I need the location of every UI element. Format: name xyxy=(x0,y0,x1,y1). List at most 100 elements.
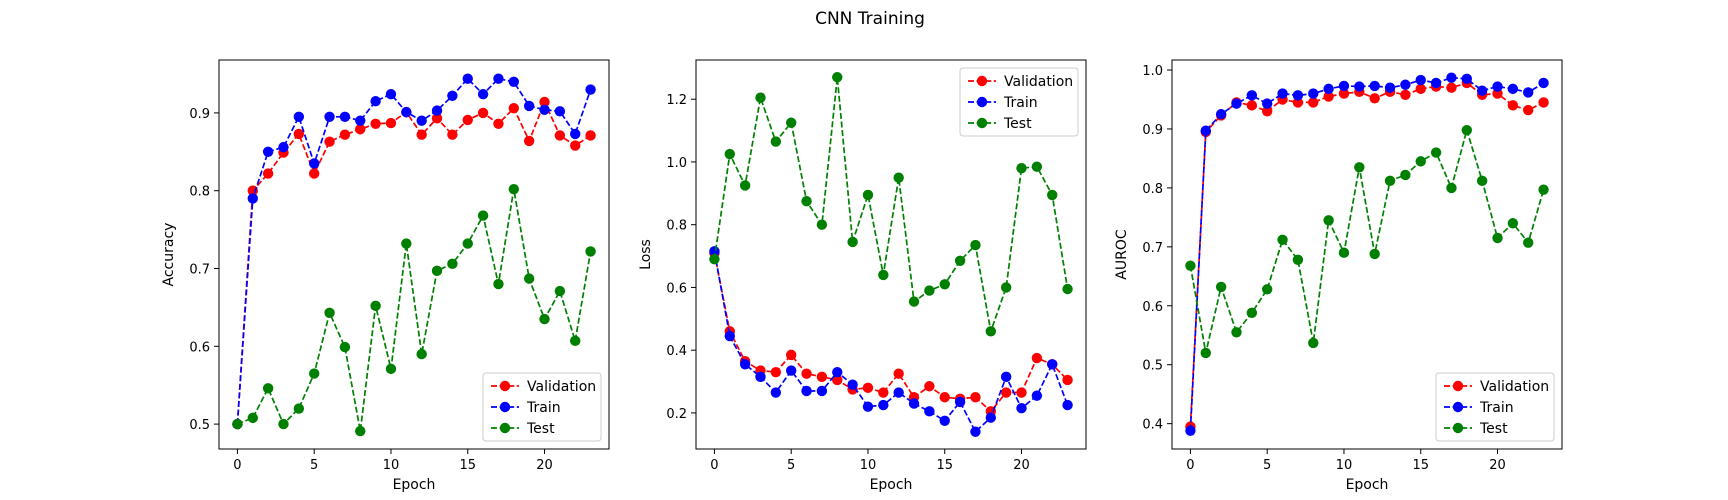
legend-marker xyxy=(976,117,988,129)
data-point xyxy=(1492,232,1503,244)
data-point xyxy=(585,246,596,257)
data-point xyxy=(1369,248,1380,260)
data-point xyxy=(1231,327,1242,338)
y-tick-label: 0.7 xyxy=(1142,241,1163,256)
data-point xyxy=(1000,371,1012,383)
data-point xyxy=(355,425,366,437)
data-point xyxy=(554,106,566,117)
y-tick-label: 0.6 xyxy=(666,281,687,296)
data-point xyxy=(355,124,366,135)
data-point xyxy=(1446,182,1457,194)
legend-item-test: Test xyxy=(968,116,1032,132)
data-point xyxy=(416,129,427,140)
data-point xyxy=(278,141,289,153)
data-point xyxy=(1215,281,1227,293)
legend-item-train: Train xyxy=(491,400,561,416)
x-tick-label: 5 xyxy=(310,458,318,473)
data-point xyxy=(1261,284,1273,295)
data-point xyxy=(1461,124,1473,136)
data-point xyxy=(1338,247,1350,258)
data-point xyxy=(1507,83,1519,95)
x-tick-label: 0 xyxy=(1186,458,1194,473)
data-point xyxy=(293,111,305,122)
subplot-1: 0 5 10 15 20 0.5 0.6 0.7 0.8 0.9 Epoch Accuracy Vali… xyxy=(161,59,610,493)
legend-label: Test xyxy=(1479,421,1508,437)
legend-marker xyxy=(1452,401,1464,413)
data-point xyxy=(1354,81,1365,92)
legend-item-validation: Validation xyxy=(968,74,1073,90)
y-axis-label: AUROC xyxy=(1114,229,1130,280)
legend-box xyxy=(482,372,602,442)
data-point xyxy=(1261,106,1273,117)
axes-frame xyxy=(218,59,610,450)
data-point xyxy=(447,129,458,140)
y-tick-label: 0.9 xyxy=(1142,123,1163,138)
data-point xyxy=(477,89,489,100)
data-point xyxy=(431,265,443,277)
data-point xyxy=(1016,163,1027,174)
data-point xyxy=(1507,100,1519,111)
x-tick-label: 20 xyxy=(1489,458,1506,473)
x-tick-label: 20 xyxy=(536,458,553,473)
legend-item-validation: Validation xyxy=(1444,379,1549,395)
data-point xyxy=(416,348,427,360)
data-point xyxy=(816,219,828,230)
data-point xyxy=(1523,104,1534,116)
data-point xyxy=(893,368,904,379)
y-tick-label: 0.6 xyxy=(189,340,210,355)
legend-label: Test xyxy=(526,421,555,437)
data-point xyxy=(1415,156,1426,167)
x-tick-label: 15 xyxy=(459,458,476,473)
data-point xyxy=(539,313,550,325)
data-point xyxy=(801,385,812,397)
data-point xyxy=(908,296,920,307)
data-point xyxy=(447,90,458,101)
data-point xyxy=(1292,254,1304,266)
legend-item-test: Test xyxy=(1444,421,1508,437)
y-tick-label: 0.6 xyxy=(1142,300,1163,315)
data-point xyxy=(539,104,550,115)
data-point xyxy=(477,210,489,221)
data-point xyxy=(247,193,258,204)
data-point xyxy=(1246,100,1258,111)
legend-box xyxy=(1435,372,1555,442)
data-point xyxy=(832,374,843,386)
legend-marker xyxy=(976,96,988,108)
data-point xyxy=(401,238,412,249)
legend-item-test: Test xyxy=(491,421,555,437)
data-point xyxy=(1215,109,1227,120)
data-point xyxy=(985,326,997,337)
y-tick-label: 0.2 xyxy=(666,407,687,422)
subplot-2: 0 5 10 15 20 0.2 0.4 0.6 0.8 1.0 1.2 Epoch Loss Valid… xyxy=(638,59,1087,493)
data-point xyxy=(785,117,797,128)
legend-label: Train xyxy=(1003,95,1038,111)
data-point xyxy=(1523,237,1534,248)
data-point xyxy=(401,106,412,118)
data-point xyxy=(939,392,950,403)
data-point xyxy=(493,118,504,129)
data-point xyxy=(739,359,751,370)
data-point xyxy=(339,129,351,140)
y-tick-label: 0.8 xyxy=(1142,182,1163,197)
data-point xyxy=(477,107,489,119)
data-point xyxy=(278,418,289,430)
legend: Validation Train Test xyxy=(1435,372,1555,442)
data-point xyxy=(770,387,782,398)
legend: Validation Train Test xyxy=(959,67,1079,137)
y-tick-label: 1.0 xyxy=(666,156,687,171)
series-line xyxy=(713,77,1069,335)
legend-marker xyxy=(1452,380,1464,392)
data-point xyxy=(1185,260,1196,271)
data-point xyxy=(878,399,889,411)
data-point xyxy=(508,103,520,114)
data-point xyxy=(1400,89,1411,100)
legend-marker xyxy=(499,380,511,392)
data-point xyxy=(324,111,335,122)
data-point xyxy=(1185,425,1196,436)
data-point xyxy=(1430,77,1442,89)
data-point xyxy=(785,365,797,376)
data-point xyxy=(431,105,443,116)
data-point xyxy=(1538,184,1549,195)
y-tick-label: 0.8 xyxy=(666,219,687,234)
data-point xyxy=(1476,85,1488,96)
